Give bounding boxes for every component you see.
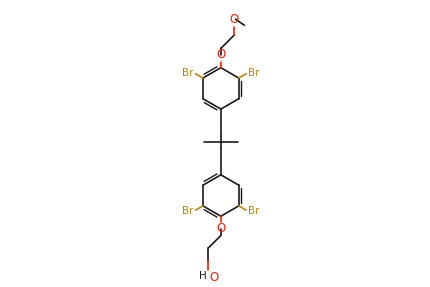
Text: Br: Br bbox=[247, 68, 259, 78]
Text: O: O bbox=[229, 13, 238, 26]
Text: H: H bbox=[199, 271, 207, 281]
Text: Br: Br bbox=[182, 205, 194, 216]
Text: Br: Br bbox=[247, 205, 259, 216]
Text: O: O bbox=[216, 48, 225, 61]
Text: O: O bbox=[209, 271, 218, 284]
Text: Br: Br bbox=[182, 68, 194, 78]
Text: O: O bbox=[216, 222, 225, 235]
